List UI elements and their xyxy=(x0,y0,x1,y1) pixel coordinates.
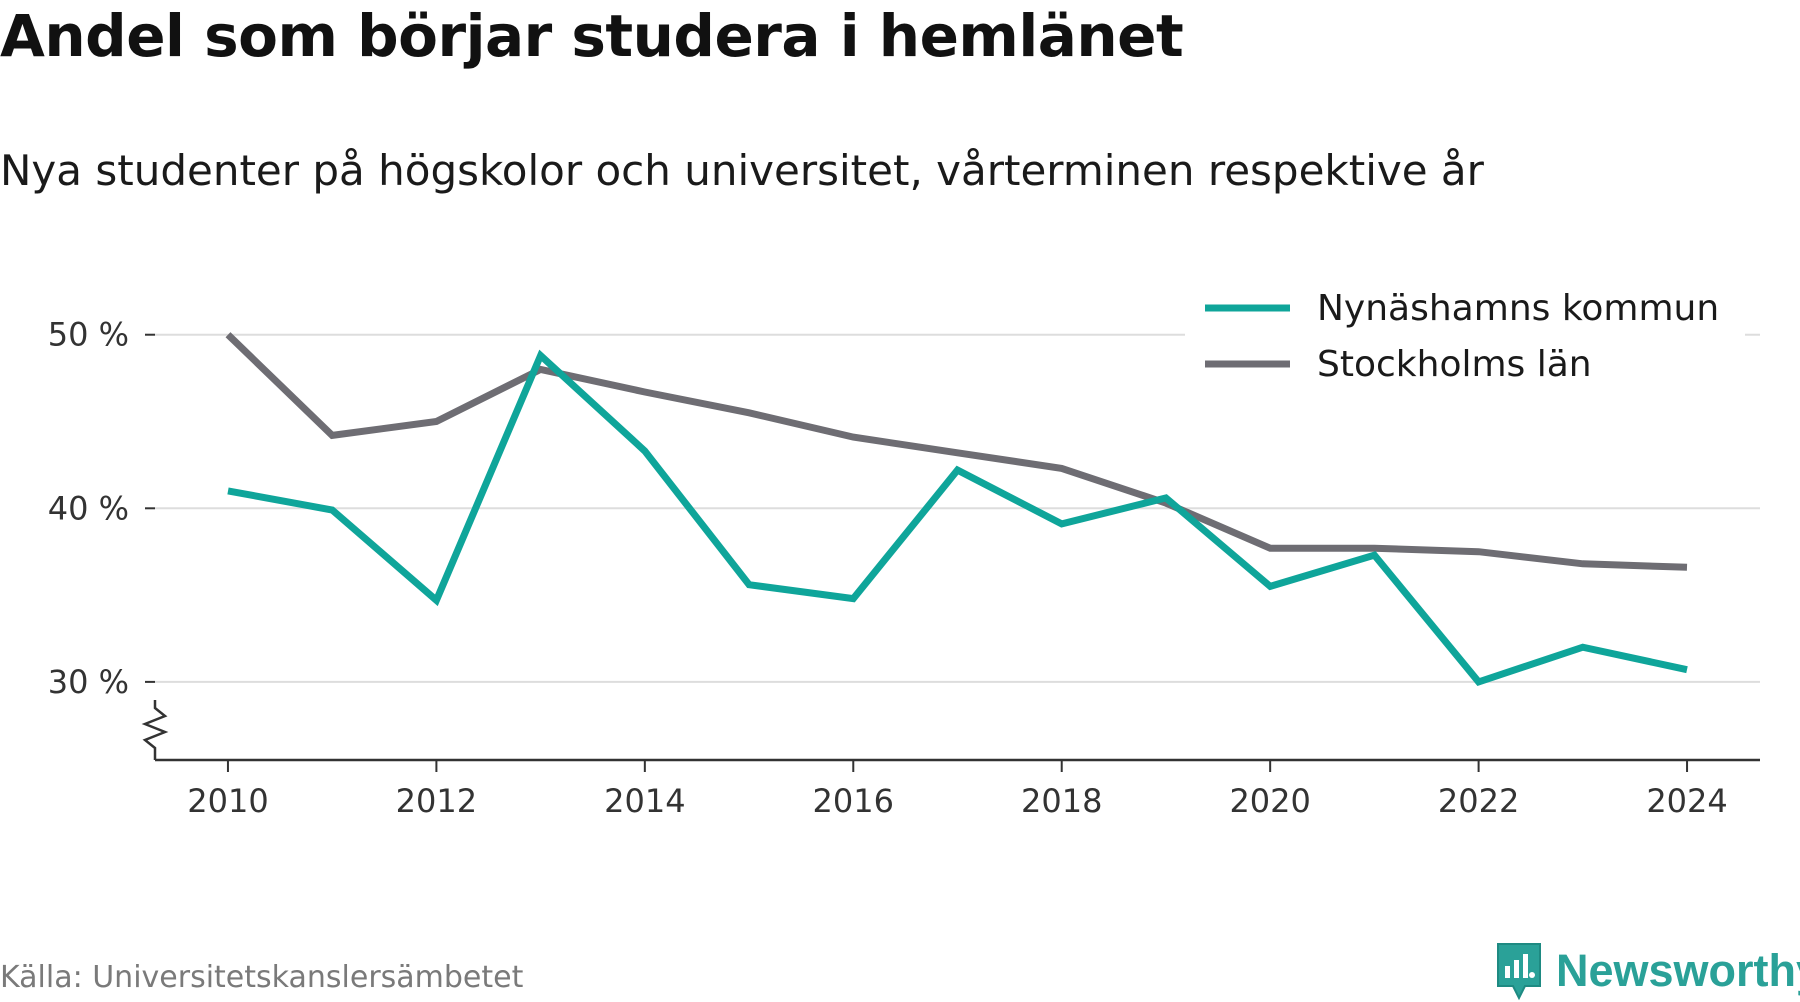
chart-subtitle: Nya studenter på högskolor och universit… xyxy=(0,146,1484,195)
x-tick-label: 2022 xyxy=(1438,782,1519,820)
x-tick-label: 2024 xyxy=(1646,782,1727,820)
newsworthy-chart-bubble-icon xyxy=(1497,943,1541,1001)
line-chart: 30 % 40 % 50 % 2010 2012 2014 2016 2018 2020 2022… xyxy=(47,268,1760,820)
x-tick-label: 2020 xyxy=(1229,782,1310,820)
y-tick-label: 30 % xyxy=(48,663,129,701)
chart-title: Andel som börjar studera i hemlänet xyxy=(0,2,1184,70)
series-line-2 xyxy=(225,332,1688,571)
legend: Nynäshamns kommun Stockholms län xyxy=(1185,268,1745,404)
series-lines xyxy=(225,332,1688,686)
legend-label-1: Nynäshamns kommun xyxy=(1317,288,1719,329)
y-tick-label: 40 % xyxy=(48,489,129,527)
source-note: Källa: Universitetskanslersämbetet xyxy=(0,960,524,995)
x-tick-label: 2018 xyxy=(1021,782,1102,820)
y-tick-label: 50 % xyxy=(48,316,129,354)
axes: 30 % 40 % 50 % 2010 2012 2014 2016 2018 2020 2022… xyxy=(48,316,1760,820)
x-tick-label: 2016 xyxy=(813,782,894,820)
legend-label-2: Stockholms län xyxy=(1317,344,1592,385)
legend-background xyxy=(1185,268,1745,404)
series-line-1 xyxy=(227,349,1688,686)
y-axis-break-mark xyxy=(141,700,169,760)
newsworthy-logo: Newsworthy xyxy=(1494,940,1800,1002)
x-tick-label: 2010 xyxy=(187,782,268,820)
x-tick-label: 2014 xyxy=(604,782,685,820)
brand-name: Newsworthy xyxy=(1556,945,1800,996)
x-tick-label: 2012 xyxy=(396,782,477,820)
